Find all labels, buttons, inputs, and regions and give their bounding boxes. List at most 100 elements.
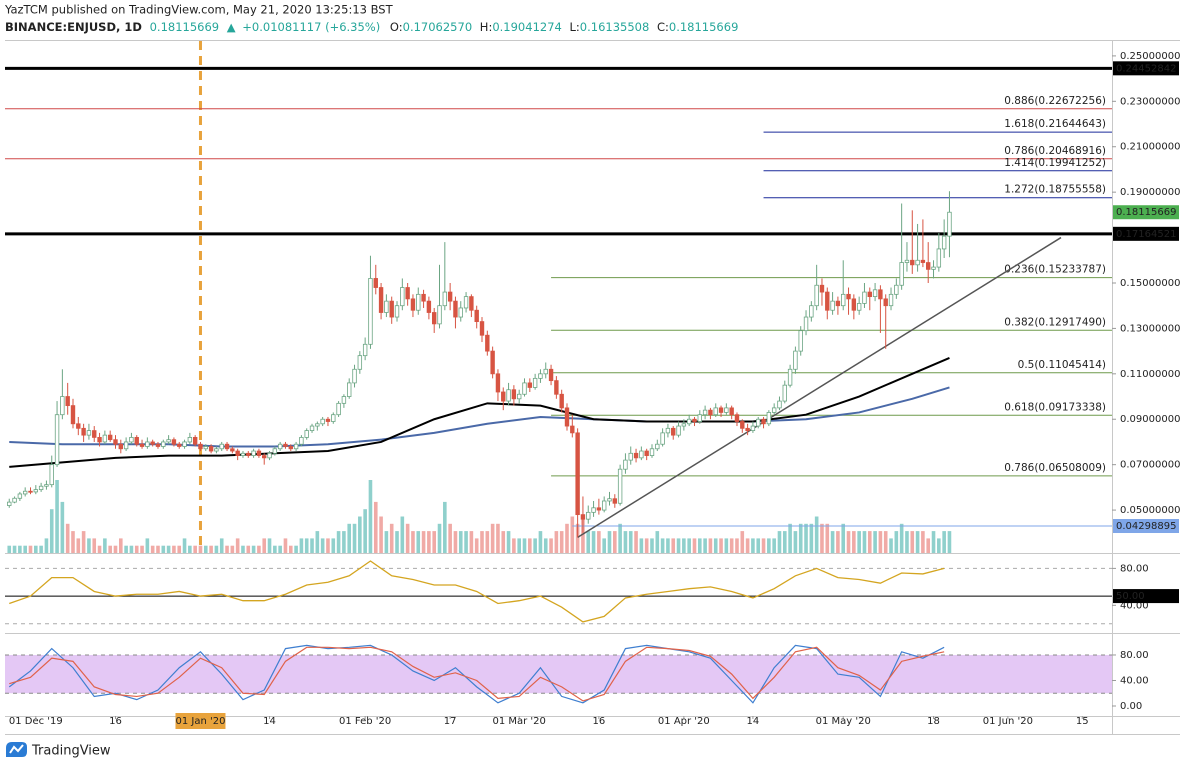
volume-bar (618, 523, 622, 553)
volume-bar (522, 538, 527, 553)
candle-body (38, 485, 44, 491)
ohlc-label: O: (390, 20, 403, 34)
candle-body (267, 452, 272, 459)
candle-body (277, 443, 283, 450)
candle-body (315, 423, 320, 427)
volume-bar (745, 538, 750, 553)
volume-bar (150, 545, 155, 553)
candle-body (405, 287, 410, 300)
candle-body (214, 448, 219, 452)
volume-bar (660, 538, 665, 553)
volume-bar (942, 531, 946, 553)
candle-body (915, 259, 920, 266)
x-tick-label: 18 (927, 716, 940, 727)
candle-body (803, 316, 809, 332)
volume-bar (7, 545, 12, 553)
volume-bar (517, 538, 521, 553)
volume-bar (910, 531, 915, 553)
volume-bar (81, 531, 86, 553)
candle-body (81, 427, 86, 436)
x-tick-label: 01 Mar '20 (492, 716, 545, 727)
volume-bar (273, 545, 277, 553)
volume-bar (177, 545, 182, 553)
candle-body (676, 425, 681, 436)
level-label: 1.272(0.18755558) (1004, 184, 1106, 196)
candle-body (192, 437, 198, 445)
volume-bar (225, 545, 229, 553)
volume-bar (145, 538, 150, 553)
ohlc-value: 0.17062570 (403, 20, 473, 34)
volume-bar (729, 538, 734, 553)
candle-body (548, 368, 554, 382)
candle-body (527, 382, 533, 388)
volume-bar (926, 538, 931, 553)
candle-body (729, 407, 734, 416)
candle-body (208, 446, 214, 452)
volume-bar (782, 531, 787, 553)
candle-body (240, 452, 246, 456)
volume-bar (214, 545, 219, 553)
volume-bar (809, 523, 814, 553)
candle-body (17, 493, 23, 499)
volume-bar (34, 545, 38, 553)
volume-bar (235, 538, 240, 553)
trendline (577, 236, 1062, 538)
candle-body (878, 289, 883, 300)
candle-body (230, 448, 235, 452)
volume-bar (60, 501, 65, 553)
candle-body (734, 414, 740, 422)
brand-name: TradingView (31, 744, 111, 759)
candle-body (559, 393, 564, 409)
volume-bar (405, 523, 410, 553)
candle-body (825, 291, 830, 311)
candle-body (724, 407, 729, 413)
last-price: 0.18115669 (150, 20, 220, 34)
candle-body (362, 343, 368, 357)
volume-bar (251, 545, 256, 553)
level-axis-box (1113, 519, 1179, 534)
candle-body (325, 418, 331, 422)
volume-bar (464, 531, 468, 553)
candle-body (33, 489, 39, 493)
author-line: YazTCM published on TradingView.com, May… (4, 3, 394, 17)
rsi-tick-label: 40.00 (1120, 600, 1149, 611)
candle-body (92, 430, 97, 438)
candle-body (809, 305, 814, 318)
volume-bar (92, 538, 97, 553)
volume-bar (166, 545, 171, 553)
volume-bar (713, 538, 718, 553)
volume-bar (543, 538, 548, 553)
rsi-line (9, 560, 945, 623)
y-tick-label: 0.05000000 (1120, 505, 1180, 516)
volume-bar (326, 538, 330, 553)
level-axis-label: 0.04298895 (1116, 521, 1176, 532)
volume-bar (878, 531, 883, 553)
y-tick-label: 0.23000000 (1120, 96, 1180, 107)
candle-body (283, 443, 288, 447)
candle-body (745, 427, 750, 431)
candle-body (458, 307, 463, 318)
volume-bar (267, 538, 272, 553)
candle-body (251, 450, 256, 456)
volume-bar (203, 545, 208, 553)
volume-bar (448, 523, 452, 553)
volume-bar (294, 545, 298, 553)
candle-body (60, 396, 65, 416)
volume-bar (682, 538, 686, 553)
candle-body (347, 382, 352, 397)
volume-bar (299, 538, 304, 553)
volume-bar (469, 531, 474, 553)
candle-body (910, 259, 915, 266)
candle-body (771, 407, 777, 413)
candle-body (888, 293, 894, 307)
volume-bar (182, 538, 187, 553)
y-tick-label: 0.15000000 (1120, 278, 1180, 289)
candle-body (309, 425, 315, 431)
volume-bar (310, 538, 314, 553)
candle-body (936, 248, 942, 268)
volume-bar (788, 523, 792, 553)
candle-body (782, 384, 787, 402)
symbol: BINANCE:ENJUSD, 1D (5, 20, 142, 34)
volume-bar (591, 531, 596, 553)
